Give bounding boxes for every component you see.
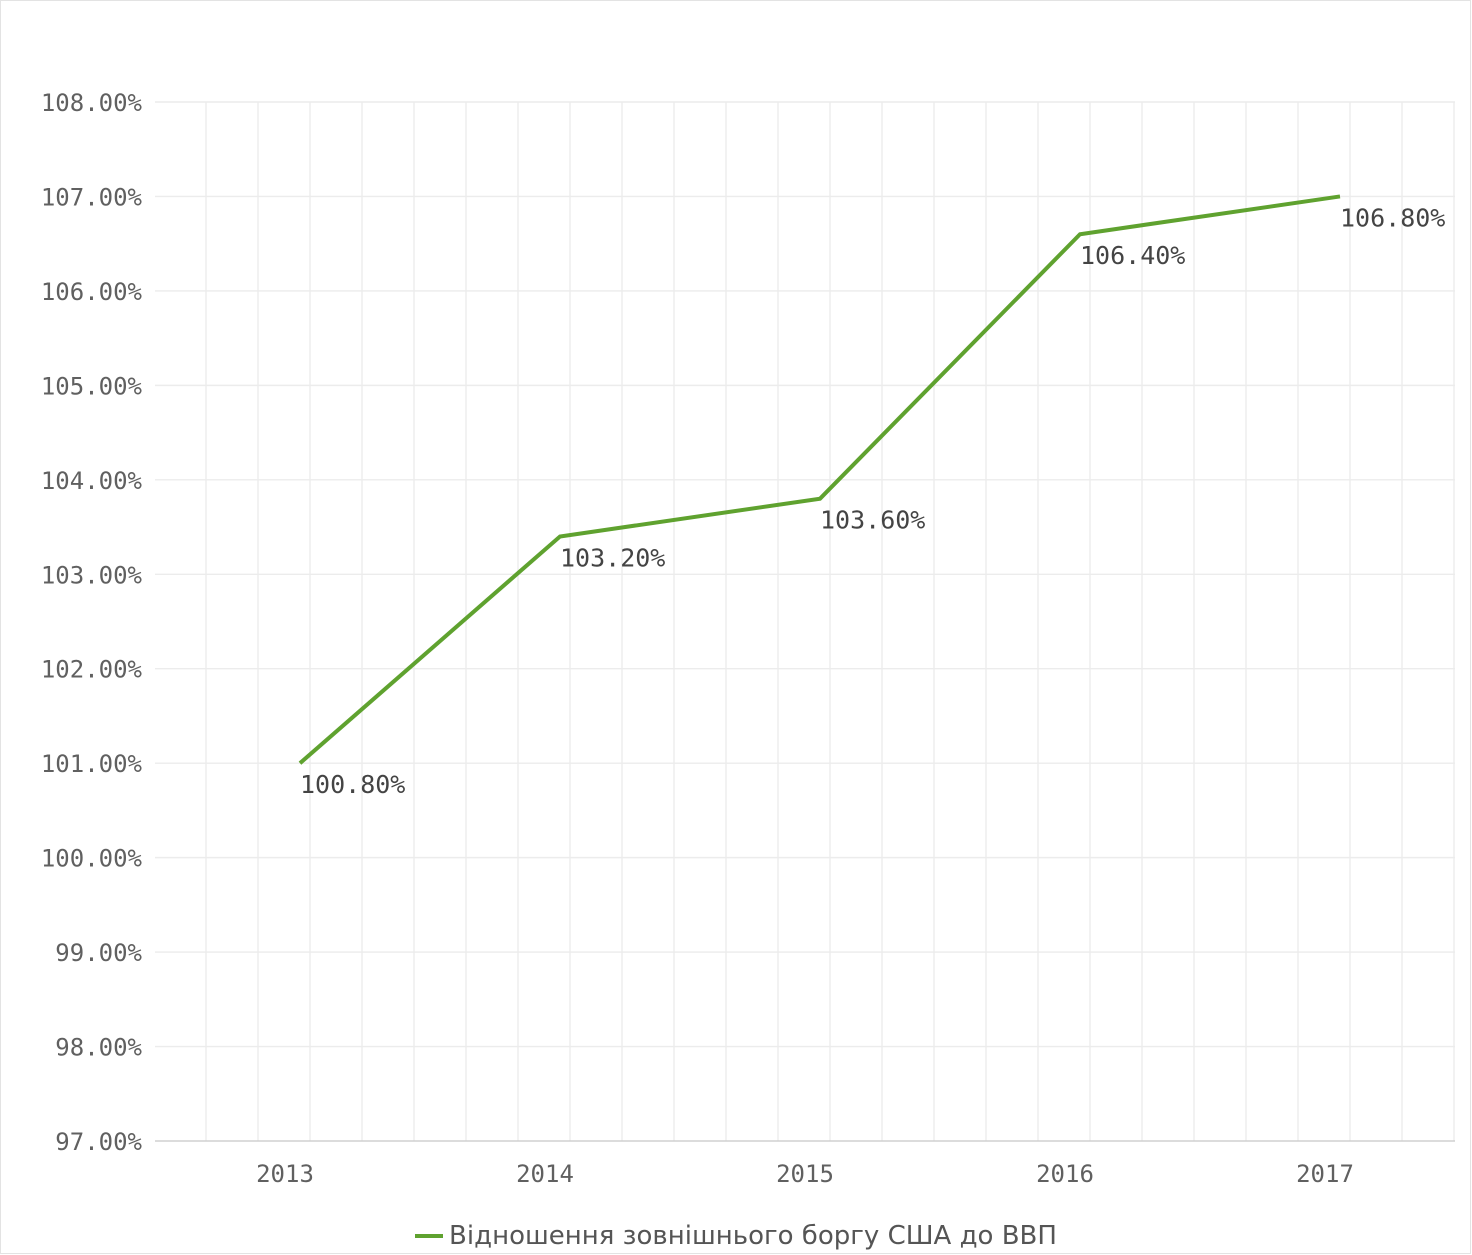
line-chart: 97.00% 98.00% 99.00% 100.00% 101.00% 102.00% 1…: [41, 89, 1455, 1188]
y-tick-label: 107.00%: [41, 183, 143, 211]
x-tick-label: 2015: [776, 1160, 834, 1188]
y-tick-label: 101.00%: [41, 750, 143, 778]
y-tick-label: 106.00%: [41, 278, 143, 306]
y-tick-label: 98.00%: [55, 1034, 142, 1062]
data-label: 106.80%: [1340, 203, 1445, 232]
y-axis-ticks: 97.00% 98.00% 99.00% 100.00% 101.00% 102.00% 1…: [41, 89, 143, 1156]
data-label: 100.80%: [300, 770, 405, 799]
vertical-gridlines: [205, 102, 1455, 1141]
x-axis-ticks: 2013 2014 2015 2016 2017: [256, 1160, 1354, 1188]
y-tick-label: 104.00%: [41, 467, 143, 495]
series-line[interactable]: [298, 194, 1341, 765]
y-tick-label: 99.00%: [55, 939, 142, 967]
legend-label: Відношення зовнішнього боргу США до ВВП: [449, 1221, 1057, 1251]
y-tick-label: 105.00%: [41, 372, 143, 400]
legend-swatch: [415, 1234, 444, 1238]
x-tick-label: 2014: [516, 1160, 574, 1188]
data-label: 106.40%: [1080, 241, 1185, 270]
data-labels: 100.80% 103.20% 103.60% 106.40% 106.80%: [300, 203, 1445, 799]
y-tick-label: 100.00%: [41, 845, 143, 873]
x-tick-label: 2013: [256, 1160, 314, 1188]
y-tick-label: 108.00%: [41, 89, 143, 117]
data-label: 103.20%: [560, 543, 665, 572]
y-tick-label: 102.00%: [41, 656, 143, 684]
legend[interactable]: Відношення зовнішнього боргу США до ВВП: [0, 1218, 1472, 1254]
y-tick-label: 103.00%: [41, 561, 143, 589]
horizontal-gridlines: [155, 101, 1455, 1048]
x-tick-label: 2017: [1296, 1160, 1354, 1188]
data-label: 103.60%: [820, 506, 925, 535]
y-tick-label: 97.00%: [55, 1128, 142, 1156]
x-tick-label: 2016: [1036, 1160, 1094, 1188]
